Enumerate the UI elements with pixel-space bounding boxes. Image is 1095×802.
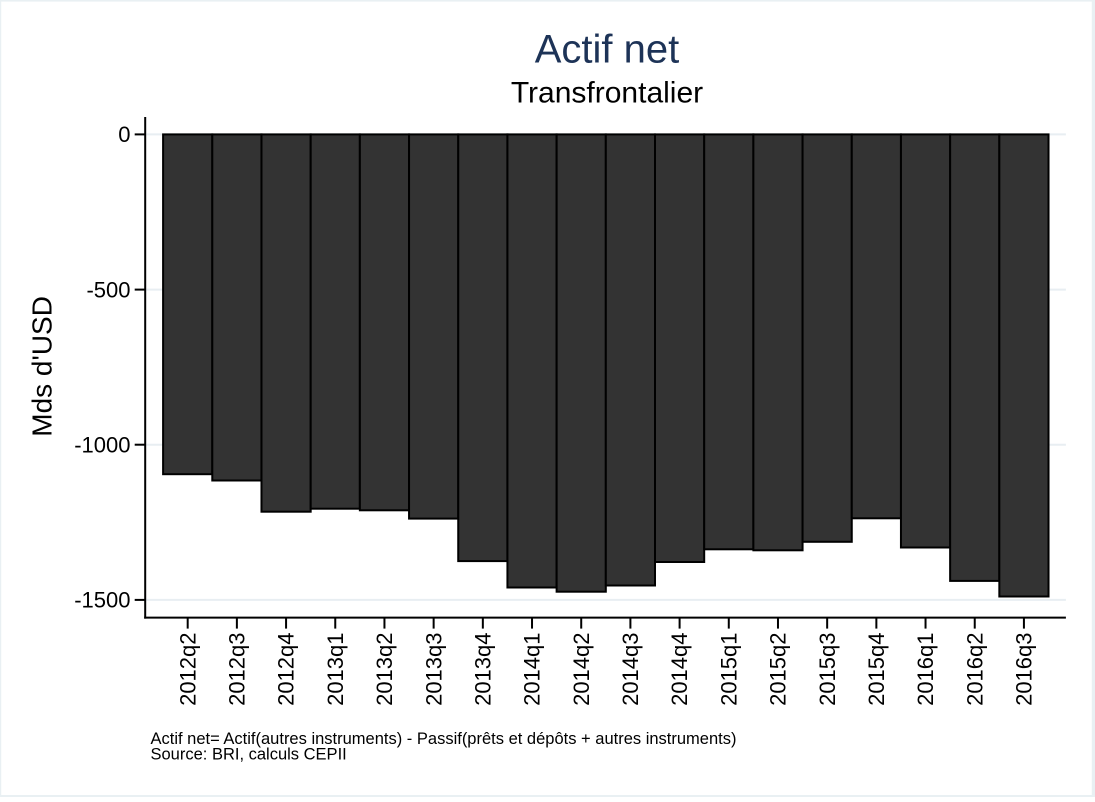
svg-text:-1500: -1500 [74,588,130,613]
svg-text:2016q2: 2016q2 [962,633,987,706]
svg-text:2016q1: 2016q1 [913,633,938,706]
svg-text:0: 0 [118,122,130,147]
svg-text:2014q2: 2014q2 [569,633,594,706]
svg-text:2014q4: 2014q4 [667,633,692,706]
svg-text:Transfrontalier: Transfrontalier [511,76,703,109]
svg-text:2014q1: 2014q1 [520,633,545,706]
svg-text:2015q2: 2015q2 [766,633,791,706]
svg-text:Actif net= Actif(autres instru: Actif net= Actif(autres instruments) - P… [151,730,737,748]
svg-text:2012q4: 2012q4 [274,633,299,706]
svg-text:-1000: -1000 [74,432,130,457]
svg-text:2015q3: 2015q3 [815,633,840,706]
svg-text:2015q1: 2015q1 [716,633,741,706]
svg-text:2013q1: 2013q1 [323,633,348,706]
svg-text:2013q2: 2013q2 [372,633,397,706]
svg-text:Actif net: Actif net [535,27,680,71]
svg-text:Mds d'USD: Mds d'USD [27,296,58,437]
svg-text:Source: BRI, calculs CEPII: Source: BRI, calculs CEPII [151,746,347,764]
svg-text:2014q3: 2014q3 [618,633,643,706]
svg-text:2013q4: 2013q4 [470,633,495,706]
svg-text:2013q3: 2013q3 [421,633,446,706]
svg-text:2015q4: 2015q4 [864,633,889,706]
svg-text:2016q3: 2016q3 [1012,633,1037,706]
svg-text:-500: -500 [86,277,130,302]
svg-text:2012q2: 2012q2 [175,633,200,706]
svg-text:2012q3: 2012q3 [224,633,249,706]
